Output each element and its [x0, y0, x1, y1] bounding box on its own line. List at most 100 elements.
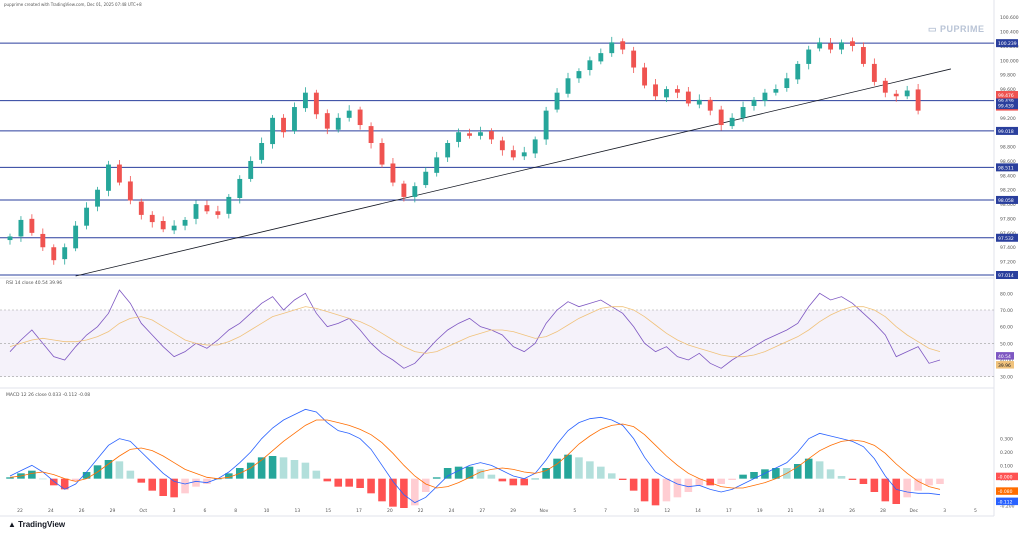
candle-body — [642, 67, 648, 86]
macd-histogram-bar — [717, 478, 725, 484]
macd-histogram-bar — [936, 478, 944, 484]
macd-histogram-bar — [82, 472, 91, 479]
rsi-series-line — [9, 289, 941, 369]
time-tick-label: 10 — [634, 508, 640, 514]
candle-body — [259, 143, 265, 160]
candle-body — [292, 107, 297, 132]
macd-histogram-bar — [378, 478, 386, 502]
candle-body — [871, 63, 877, 82]
price-tick-label: 97.400 — [1000, 245, 1016, 251]
candle-body — [696, 99, 702, 105]
candle-body — [182, 219, 188, 226]
candle-body — [674, 89, 680, 93]
candle-body — [270, 117, 276, 145]
macd-histogram-bar — [28, 470, 36, 479]
macd-histogram-bar — [870, 478, 879, 492]
candle-body — [346, 110, 352, 118]
candle-body — [248, 160, 254, 179]
candle-body — [40, 233, 46, 248]
rsi-tick-label: 50.00 — [1000, 341, 1013, 347]
macd-histogram-bar — [39, 478, 47, 480]
candle-body — [543, 110, 549, 140]
candle-body — [685, 91, 691, 104]
macd-tick-label: 0.100 — [1000, 463, 1013, 469]
macd-histogram-bar — [728, 478, 736, 480]
macd-histogram-bar — [607, 473, 616, 479]
level-price-tag — [996, 270, 1018, 279]
macd-histogram-bar — [586, 461, 594, 479]
rsi-tick-label: 80.00 — [1000, 291, 1013, 297]
macd-histogram-bar — [312, 470, 321, 479]
macd-histogram-bar — [334, 478, 343, 487]
macd-histogram-bar — [465, 466, 474, 479]
current-price-label: 99.476 — [998, 93, 1014, 99]
rsi-tick-label: 70.00 — [1000, 308, 1013, 314]
candle-body — [149, 214, 155, 223]
time-tick-label: 21 — [788, 508, 794, 514]
macd-histogram-bar — [268, 456, 277, 479]
time-tick-label: 22 — [418, 508, 424, 514]
candle-body — [127, 181, 133, 201]
level-price-label: 100.239 — [998, 41, 1017, 47]
candle-body — [587, 60, 593, 71]
macd-histogram-bar — [761, 469, 769, 479]
chart-header: pupprime created with TradingView.com, D… — [4, 2, 142, 7]
price-tick-label: 97.800 — [1000, 216, 1016, 222]
macd-tick-label: 0.200 — [1000, 450, 1013, 456]
macd-histogram-bar — [925, 478, 933, 486]
macd-histogram-bar — [203, 478, 211, 484]
macd-value-tag — [996, 497, 1018, 506]
level-price-label: 97.014 — [998, 273, 1014, 279]
macd-histogram-bar — [859, 478, 868, 484]
macd-histogram-bar — [290, 460, 299, 479]
level-price-tag — [996, 233, 1018, 242]
time-tick-label: Oct — [139, 508, 147, 514]
candle-body — [116, 164, 122, 183]
price-tick-label: 99.600 — [1000, 87, 1016, 93]
candle-body — [806, 49, 812, 64]
macd-histogram-bar — [71, 478, 80, 482]
macd-histogram-bar — [739, 474, 747, 479]
macd-histogram-bar — [903, 478, 911, 498]
candle-body — [839, 42, 844, 50]
macd-histogram-bar — [181, 478, 189, 494]
macd-histogram-bar — [389, 478, 397, 507]
candle-body — [62, 247, 68, 260]
macd-histogram-bar — [104, 460, 113, 479]
candle-body — [532, 139, 538, 154]
macd-histogram-bar — [684, 478, 693, 492]
macd-histogram-bar — [432, 477, 441, 479]
candle-body — [653, 84, 658, 97]
macd-histogram-bar — [148, 478, 157, 491]
price-tick-label: 99.200 — [1000, 116, 1016, 122]
time-tick-label: Nov — [540, 508, 549, 514]
candle-body — [828, 43, 834, 50]
candle-body — [357, 109, 363, 126]
macd-histogram-bar — [192, 478, 200, 487]
macd-histogram-bar — [509, 478, 518, 486]
time-tick-label: 6 — [203, 508, 206, 514]
candle-body — [478, 132, 483, 136]
macd-histogram-bar — [793, 464, 802, 479]
candle-body — [904, 90, 910, 97]
macd-histogram-bar — [454, 466, 463, 479]
macd-value-label: -0.080 — [998, 489, 1013, 495]
macd-histogram-bar — [881, 478, 890, 502]
time-tick-label: 26 — [79, 508, 85, 514]
candle-body — [84, 207, 90, 226]
candle-body — [609, 42, 615, 54]
candle-body — [784, 78, 790, 89]
time-tick-label: 3 — [943, 508, 946, 514]
macd-histogram-bar — [443, 468, 452, 479]
rsi-series-line — [9, 306, 941, 358]
candle-body — [335, 117, 341, 130]
candle-body — [773, 89, 779, 93]
macd-series-line — [9, 408, 941, 504]
macd-histogram-bar — [170, 478, 178, 498]
macd-histogram-bar — [400, 478, 408, 508]
candle-body — [850, 41, 855, 46]
macd-histogram-bar — [246, 462, 255, 479]
candle-body — [860, 47, 866, 64]
candle-body — [554, 92, 560, 110]
